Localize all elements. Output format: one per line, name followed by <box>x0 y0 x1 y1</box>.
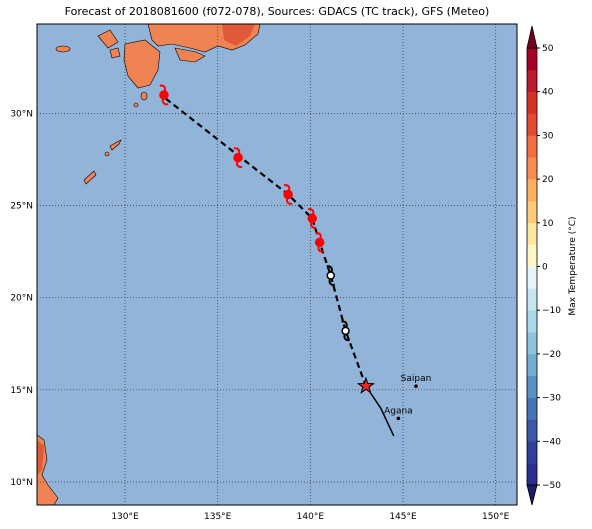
colorbar-band <box>527 353 537 377</box>
colorbar-tick-label: −10 <box>542 306 561 316</box>
storm-arm <box>343 334 351 342</box>
land-kyushu <box>123 39 161 89</box>
land-island <box>55 45 71 53</box>
storm-arm <box>283 184 291 191</box>
storm-arm <box>341 320 348 328</box>
x-tick-label: 135°E <box>204 512 232 522</box>
colorbar-band <box>527 48 537 71</box>
colorbar-band <box>527 419 537 442</box>
colorbar-band <box>527 375 537 398</box>
colorbar-band <box>527 463 537 486</box>
storm-symbol <box>314 237 325 248</box>
colorbar-band <box>527 441 537 464</box>
colorbar-band <box>527 135 537 158</box>
y-tick-label: 10°N <box>10 478 33 488</box>
storm-symbol <box>233 152 243 163</box>
colorbar-band <box>527 288 537 311</box>
forecast-track <box>165 97 367 387</box>
city-marker <box>396 416 401 421</box>
storm-arm <box>315 232 322 239</box>
ocean <box>37 24 517 505</box>
colorbar-tick-label: 10 <box>542 219 554 229</box>
current-position <box>356 376 376 394</box>
storm-arm <box>285 198 293 205</box>
y-tick-label: 30°N <box>10 109 33 119</box>
colorbar-band <box>527 222 537 245</box>
land-warm <box>37 440 44 475</box>
past-track <box>365 385 395 437</box>
chart-title: Forecast of 2018081600 (f072-078), Sourc… <box>65 5 490 18</box>
storm-arm <box>328 279 336 286</box>
storm-symbol <box>159 90 169 100</box>
city-label: Saipan <box>401 374 432 384</box>
x-tick-label: 140°E <box>297 512 325 522</box>
land-island <box>140 91 148 101</box>
y-tick-label: 25°N <box>10 202 33 212</box>
colorbar-band <box>527 113 537 136</box>
colorbar-tick-label: 50 <box>542 44 554 54</box>
land-island <box>133 102 139 108</box>
x-tick-label: 130°E <box>111 512 139 522</box>
colorbar-tick-label: 0 <box>542 263 548 273</box>
colorbar-band <box>527 310 537 333</box>
storm-arm <box>161 98 169 106</box>
storm-arm <box>235 161 243 168</box>
colorbar-band <box>527 332 537 355</box>
storm-symbol <box>341 326 350 336</box>
storm-arm <box>317 246 325 253</box>
colorbar-tick-label: −50 <box>542 481 561 491</box>
storm-arm <box>233 147 241 154</box>
colorbar-band <box>527 91 537 114</box>
colorbar-band <box>527 69 537 92</box>
colorbar-label: Max Temperature (°C) <box>568 216 578 315</box>
land-island <box>83 170 97 185</box>
land-island <box>109 47 121 59</box>
storm-arm <box>310 222 317 229</box>
x-tick-label: 150°E <box>482 512 510 522</box>
colorbar-band <box>527 179 537 202</box>
y-tick-label: 15°N <box>10 386 33 396</box>
city-label: Agana <box>384 406 413 416</box>
colorbar-band <box>527 266 537 289</box>
land-island <box>109 139 122 151</box>
colorbar-tick-label: −40 <box>542 437 561 447</box>
storm-arm <box>307 208 315 215</box>
colorbar-band <box>527 397 537 420</box>
colorbar-extend-high <box>526 25 538 49</box>
storm-symbol <box>307 213 317 224</box>
colorbar-tick-label: −20 <box>542 350 561 360</box>
colorbar-band <box>527 157 537 180</box>
colorbar-tick-label: −30 <box>542 394 561 404</box>
land <box>36 23 261 506</box>
land-island <box>104 151 110 157</box>
colorbar-tick-label: 40 <box>542 88 554 98</box>
city-marker <box>414 384 418 388</box>
colorbar-extend-low <box>526 484 538 506</box>
colorbar-tick-label: 20 <box>542 175 554 185</box>
colorbar-band <box>527 244 537 267</box>
storm-arm <box>326 265 333 272</box>
y-tick-label: 20°N <box>10 294 33 304</box>
storm-arm <box>159 84 167 92</box>
map-frame <box>36 23 518 506</box>
land-island <box>97 29 119 49</box>
storm-symbol <box>283 189 293 200</box>
land-warm <box>222 24 255 46</box>
x-tick-label: 145°E <box>389 512 417 522</box>
colorbar-band <box>527 200 537 224</box>
colorbar-tick-label: 30 <box>542 131 554 141</box>
storm-symbol <box>326 271 335 280</box>
land-shikoku <box>174 47 206 63</box>
